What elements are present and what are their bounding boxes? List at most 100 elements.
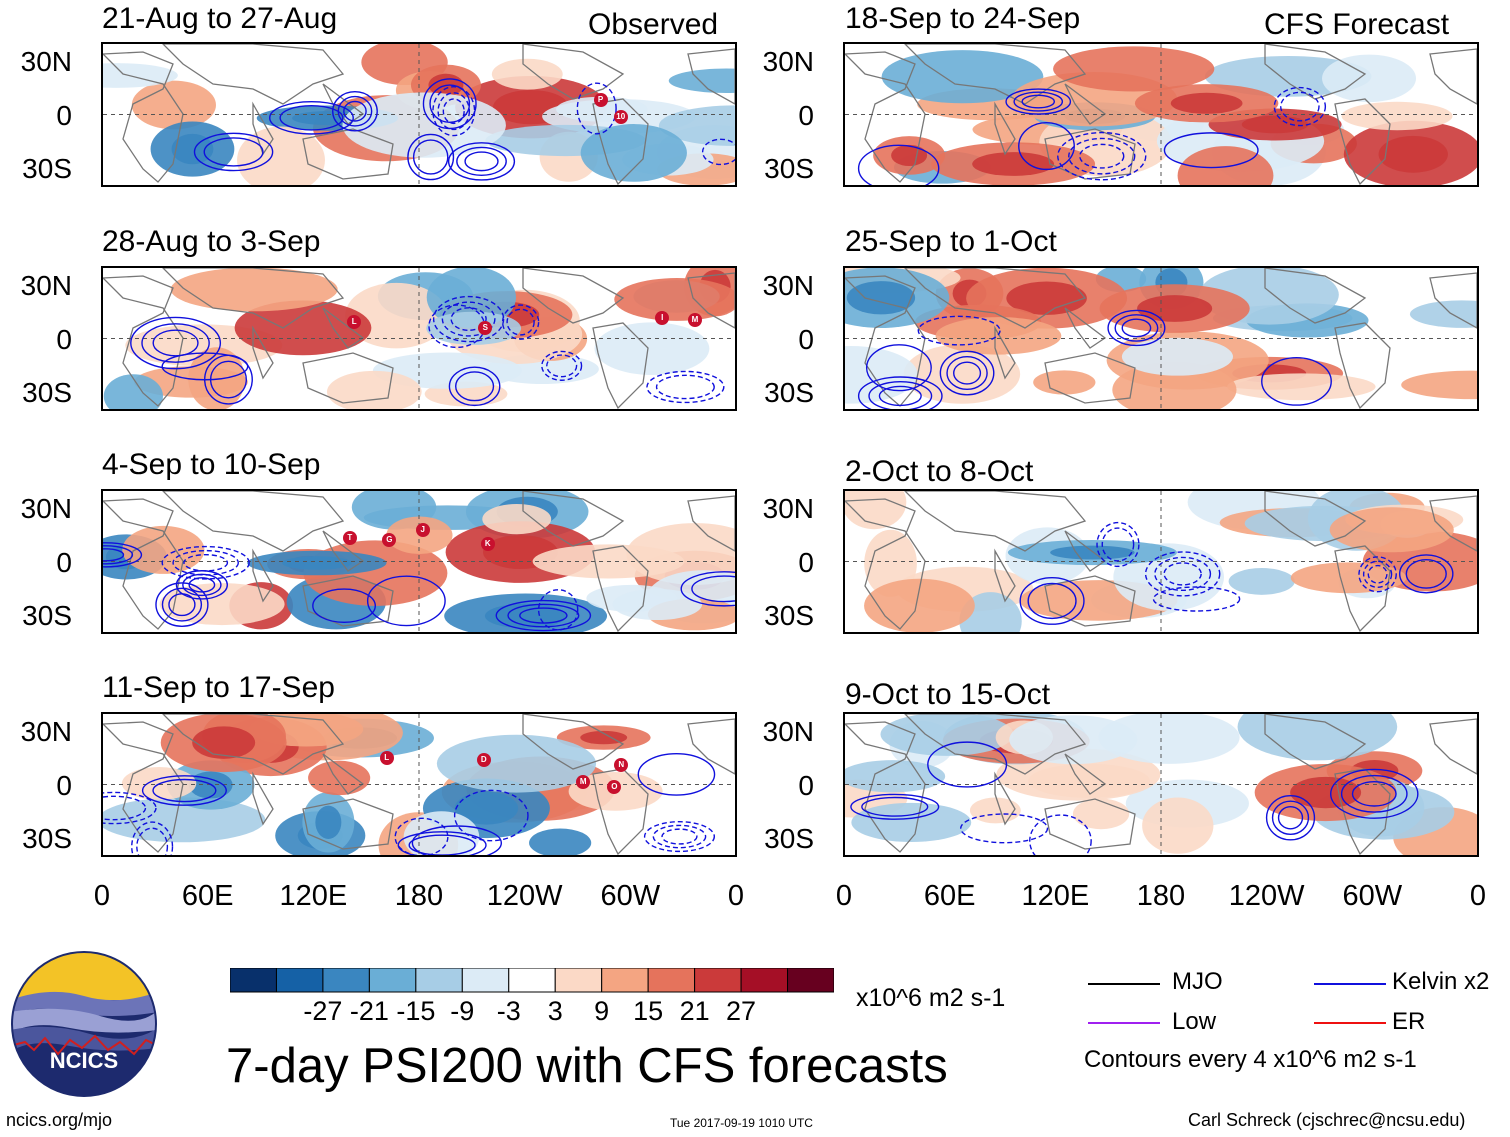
anomaly-shading	[1228, 568, 1295, 595]
kelvin-contour	[456, 146, 507, 176]
kelvin-contour	[455, 371, 495, 402]
kelvin-contour	[441, 301, 496, 337]
kelvin-contour	[103, 548, 125, 562]
anomaly-shading	[134, 366, 248, 398]
storm-marker: K	[480, 536, 495, 551]
legend-label-er: ER	[1392, 1008, 1426, 1035]
lat-label: 30S	[22, 823, 72, 854]
coastline	[162, 268, 345, 329]
coastline	[1044, 798, 1136, 850]
kelvin-contour	[1330, 768, 1419, 819]
coastline	[1044, 575, 1136, 627]
lat-label: 30N	[20, 270, 72, 301]
anomaly-shading	[234, 300, 372, 356]
kelvin-contour	[1265, 794, 1316, 841]
coastline	[904, 491, 1087, 552]
fc-lon-label: 180	[1136, 880, 1186, 912]
legend-line-er	[1314, 1022, 1386, 1024]
kelvin-contour	[279, 105, 344, 131]
kelvin-contour	[652, 824, 707, 849]
kelvin-contour	[1367, 564, 1388, 584]
forecast-label: CFS Forecast	[1264, 8, 1450, 41]
anomaly-shading	[482, 503, 552, 535]
obs-lon-label: 0	[727, 880, 745, 912]
kelvin-contour	[103, 542, 143, 568]
anomaly-shading-core	[1378, 135, 1448, 173]
colorbar-units: x10^6 m2 s-1	[856, 984, 1006, 1012]
kelvin-contour	[337, 95, 373, 127]
colorbar-segment	[554, 967, 603, 993]
anomaly-shading	[103, 374, 163, 409]
coastline	[1334, 98, 1391, 185]
storm-marker: L	[379, 751, 394, 766]
anomaly-shading	[529, 828, 592, 855]
coastline	[687, 48, 735, 105]
obs-lon-label: 120E	[279, 880, 348, 912]
anomaly-shading	[1098, 714, 1240, 764]
lat-label: 30S	[764, 823, 814, 854]
kelvin-contour	[519, 607, 568, 624]
fc-lon-label: 120W	[1228, 880, 1305, 912]
kelvin-contour	[130, 316, 222, 370]
anomaly-shading	[1112, 361, 1237, 409]
coastline	[687, 495, 735, 552]
footer-url[interactable]: ncics.org/mjo	[6, 1110, 113, 1130]
coastline	[592, 322, 649, 409]
kelvin-contour	[661, 828, 698, 845]
kelvin-contour	[1280, 91, 1320, 122]
anomaly-shading-core	[171, 133, 214, 165]
anomaly-shading	[131, 80, 216, 130]
legend-line-low	[1088, 1022, 1160, 1024]
coastline	[1064, 83, 1107, 125]
lat-label: 30N	[762, 716, 814, 747]
kelvin-contour	[878, 385, 922, 407]
kelvin-contour	[495, 599, 592, 632]
coastline	[1429, 272, 1477, 329]
kelvin-contour	[1362, 560, 1393, 589]
kelvin-contour	[1273, 86, 1327, 127]
anomaly-shading	[935, 317, 1062, 355]
kelvin-contour	[175, 570, 229, 600]
kelvin-contour	[152, 329, 199, 357]
contour-note: Contours every 4 x10^6 m2 s-1	[1084, 1046, 1417, 1073]
kelvin-contour	[691, 575, 735, 603]
anomaly-shading	[345, 282, 448, 349]
coastline	[1064, 753, 1107, 795]
colorbar-segment	[647, 967, 696, 993]
anomaly-shading-core	[1006, 281, 1087, 315]
colorbar-tick-label: 15	[633, 996, 664, 1026]
colorbar-tick-label: -27	[303, 996, 343, 1026]
kelvin-contour	[269, 100, 354, 135]
anomaly-shading	[1329, 507, 1454, 553]
coastline	[904, 44, 1087, 105]
anomaly-shading	[1290, 562, 1407, 594]
coastline	[522, 714, 625, 770]
coastline	[302, 352, 394, 404]
main-title: 7-day PSI200 with CFS forecasts	[226, 1039, 948, 1093]
legend-line-mjo	[1088, 983, 1160, 985]
storm-marker: L	[347, 315, 362, 330]
anomaly-shading	[658, 105, 735, 146]
coastline	[322, 753, 365, 795]
anomaly-shading-core	[972, 152, 1055, 176]
storm-marker: S	[478, 321, 493, 336]
ncics-logo: NCICS	[10, 950, 158, 1098]
anomaly-shading	[880, 714, 1014, 756]
map-canvas	[103, 714, 735, 855]
storm-marker: I	[655, 311, 670, 326]
kelvin-contour	[946, 356, 988, 391]
coastline	[162, 714, 345, 775]
kelvin-contour	[861, 796, 929, 817]
panel-title-fc-1: 18-Sep to 24-Sep	[845, 2, 1081, 35]
kelvin-contour	[1019, 576, 1085, 625]
coastline	[592, 768, 649, 855]
anomaly-shading	[614, 278, 735, 321]
kelvin-contour	[366, 575, 446, 627]
fc-lon-label: 0	[835, 880, 853, 912]
lat-label: 0	[56, 100, 72, 131]
anomaly-shading-core	[1137, 295, 1213, 322]
kelvin-contour	[141, 323, 210, 363]
kelvin-contour	[343, 100, 367, 122]
